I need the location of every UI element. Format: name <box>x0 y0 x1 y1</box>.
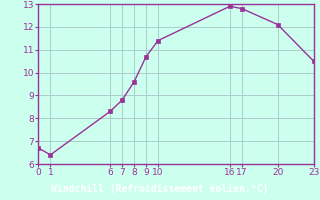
Text: Windchill (Refroidissement éolien,°C): Windchill (Refroidissement éolien,°C) <box>51 183 269 194</box>
